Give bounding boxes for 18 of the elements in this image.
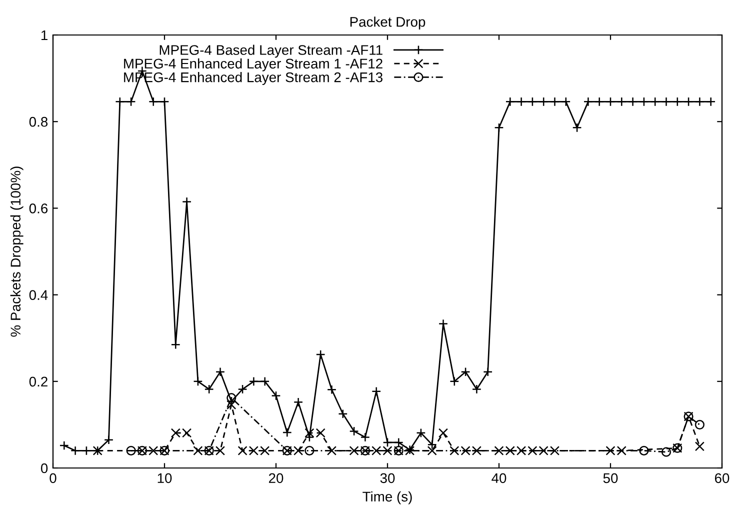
x-tick-label: 50 bbox=[603, 473, 618, 484]
x-tick-label: 40 bbox=[492, 473, 506, 484]
y-tick-label: 0.8 bbox=[29, 116, 48, 127]
y-tick-label: 0.4 bbox=[29, 290, 48, 300]
x-axis-title: Time (s) bbox=[362, 491, 412, 504]
y-axis-title: % Packets Dropped (100%) bbox=[10, 166, 24, 337]
y-tick-label: 0 bbox=[40, 463, 48, 474]
y-tick-label: 0.6 bbox=[29, 204, 48, 214]
x-tick-label: 60 bbox=[714, 473, 730, 484]
y-tick-label: 1 bbox=[41, 30, 48, 40]
x-tick-label: 20 bbox=[268, 473, 284, 484]
x-tick-label: 0 bbox=[50, 473, 56, 484]
y-tick-label: 0.2 bbox=[29, 376, 48, 387]
chart-title: Packet Drop bbox=[350, 16, 426, 30]
x-tick-label: 30 bbox=[380, 473, 395, 484]
x-tick-label: 10 bbox=[158, 473, 172, 484]
legend-label: MPEG-4 Based Layer Stream -AF11 bbox=[160, 44, 382, 58]
legend-label: MPEG-4 Enhanced Layer Stream 1 -AF12 bbox=[124, 58, 382, 72]
